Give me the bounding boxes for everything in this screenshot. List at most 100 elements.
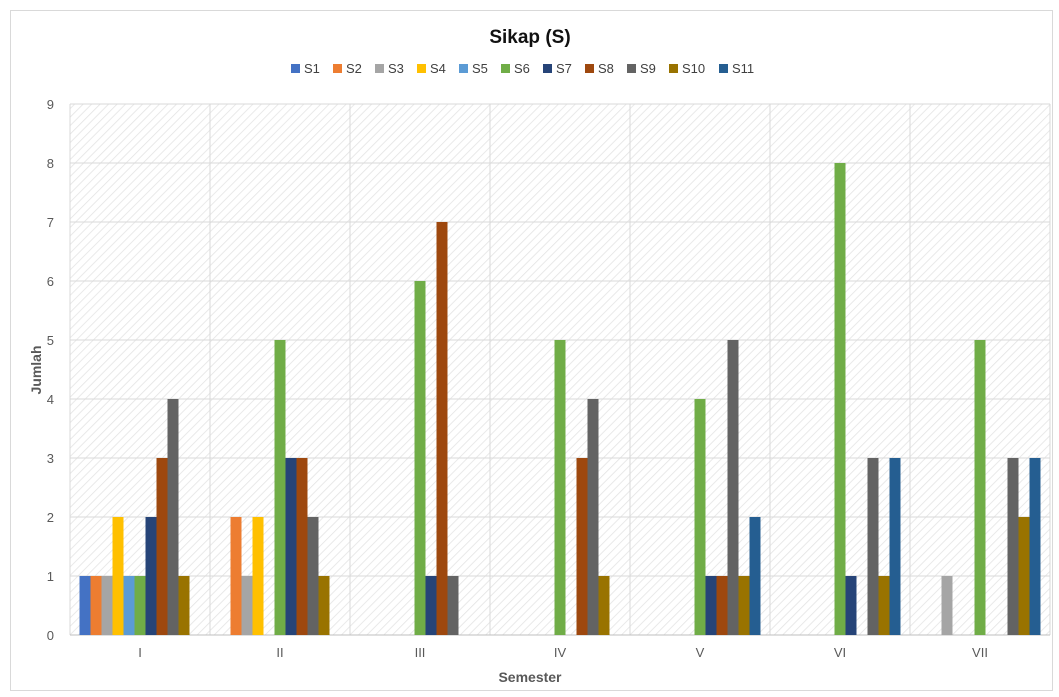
bar-s10-vi xyxy=(878,576,890,635)
bar-s6-vii xyxy=(974,340,986,635)
bar-s8-iv xyxy=(576,458,588,635)
x-tick-label: I xyxy=(138,645,142,660)
legend: S1 S2 S3 S4 S5 S6 S7 S8 S9 S10 S11 xyxy=(291,61,754,76)
chart-title: Sikap (S) xyxy=(489,27,570,48)
legend-item-s3: S3 xyxy=(375,61,404,76)
bar-s6-vi xyxy=(834,163,846,635)
legend-item-s4: S4 xyxy=(417,61,446,76)
bar-s7-v xyxy=(705,576,717,635)
legend-item-s9: S9 xyxy=(627,61,656,76)
bar-s1-i xyxy=(79,576,91,635)
legend-item-s1: S1 xyxy=(291,61,320,76)
y-tick-label: 8 xyxy=(47,156,54,171)
bar-s6-iv xyxy=(554,340,566,635)
legend-item-s5: S5 xyxy=(459,61,488,76)
legend-item-s11: S11 xyxy=(719,61,754,76)
legend-item-s10: S10 xyxy=(669,61,705,76)
y-tick-label: 1 xyxy=(47,569,54,584)
bar-s4-ii xyxy=(252,517,264,635)
bar-s7-ii xyxy=(285,458,297,635)
bar-s6-v xyxy=(694,399,706,635)
bar-s10-v xyxy=(738,576,750,635)
y-axis-title: Jumlah xyxy=(28,345,44,394)
legend-label: S9 xyxy=(640,61,656,76)
bar-s4-i xyxy=(112,517,124,635)
y-tick-label: 7 xyxy=(47,215,54,230)
bar-s7-i xyxy=(145,517,157,635)
bar-s6-ii xyxy=(274,340,286,635)
bar-s2-i xyxy=(90,576,102,635)
bar-s5-i xyxy=(123,576,135,635)
legend-swatch xyxy=(459,64,468,73)
bar-s8-i xyxy=(156,458,168,635)
y-tick-label: 0 xyxy=(47,628,54,643)
y-tick-label: 4 xyxy=(47,392,54,407)
y-tick-label: 9 xyxy=(47,97,54,112)
legend-item-s8: S8 xyxy=(585,61,614,76)
bar-s7-vi xyxy=(845,576,857,635)
bar-s10-i xyxy=(178,576,190,635)
bar-s6-iii xyxy=(414,281,426,635)
x-axis-title: Semester xyxy=(498,669,562,685)
bar-s10-iv xyxy=(598,576,610,635)
bar-s10-vii xyxy=(1018,517,1030,635)
bar-s9-iv xyxy=(587,399,599,635)
legend-label: S10 xyxy=(682,61,705,76)
legend-label: S6 xyxy=(514,61,530,76)
x-tick-label: VII xyxy=(972,645,988,660)
bar-s9-ii xyxy=(307,517,319,635)
x-tick-label: V xyxy=(696,645,705,660)
legend-swatch xyxy=(417,64,426,73)
bar-s11-vii xyxy=(1029,458,1041,635)
legend-swatch xyxy=(501,64,510,73)
bar-s11-v xyxy=(749,517,761,635)
bar-s6-i xyxy=(134,576,146,635)
x-axis-ticks: I II III IV V VI VII xyxy=(138,645,988,660)
bar-s9-iii xyxy=(447,576,459,635)
legend-label: S8 xyxy=(598,61,614,76)
bar-s2-ii xyxy=(230,517,242,635)
legend-label: S5 xyxy=(472,61,488,76)
legend-label: S3 xyxy=(388,61,404,76)
y-tick-label: 2 xyxy=(47,510,54,525)
legend-swatch xyxy=(291,64,300,73)
y-tick-label: 6 xyxy=(47,274,54,289)
legend-label: S2 xyxy=(346,61,362,76)
bar-s9-i xyxy=(167,399,179,635)
bar-s3-vii xyxy=(941,576,953,635)
legend-swatch xyxy=(543,64,552,73)
legend-item-s7: S7 xyxy=(543,61,572,76)
legend-swatch xyxy=(627,64,636,73)
bar-s8-ii xyxy=(296,458,308,635)
bar-s3-ii xyxy=(241,576,253,635)
legend-swatch xyxy=(669,64,678,73)
legend-label: S7 xyxy=(556,61,572,76)
bars xyxy=(79,163,1041,635)
bar-s3-i xyxy=(101,576,113,635)
legend-swatch xyxy=(719,64,728,73)
bar-s9-vi xyxy=(867,458,879,635)
legend-item-s6: S6 xyxy=(501,61,530,76)
legend-swatch xyxy=(585,64,594,73)
legend-label: S1 xyxy=(304,61,320,76)
y-tick-label: 3 xyxy=(47,451,54,466)
bar-s9-v xyxy=(727,340,739,635)
bar-s9-vii xyxy=(1007,458,1019,635)
y-axis-ticks: 0 1 2 3 4 5 6 7 8 9 xyxy=(47,97,54,643)
x-tick-label: II xyxy=(276,645,283,660)
legend-label: S11 xyxy=(732,61,754,76)
x-tick-label: IV xyxy=(554,645,567,660)
bar-s11-vi xyxy=(889,458,901,635)
x-tick-label: VI xyxy=(834,645,846,660)
bar-s7-iii xyxy=(425,576,437,635)
bar-s10-ii xyxy=(318,576,330,635)
legend-swatch xyxy=(333,64,342,73)
bar-s8-v xyxy=(716,576,728,635)
bar-s8-iii xyxy=(436,222,448,635)
legend-item-s2: S2 xyxy=(333,61,362,76)
y-tick-label: 5 xyxy=(47,333,54,348)
legend-swatch xyxy=(375,64,384,73)
legend-label: S4 xyxy=(430,61,446,76)
x-tick-label: III xyxy=(415,645,426,660)
